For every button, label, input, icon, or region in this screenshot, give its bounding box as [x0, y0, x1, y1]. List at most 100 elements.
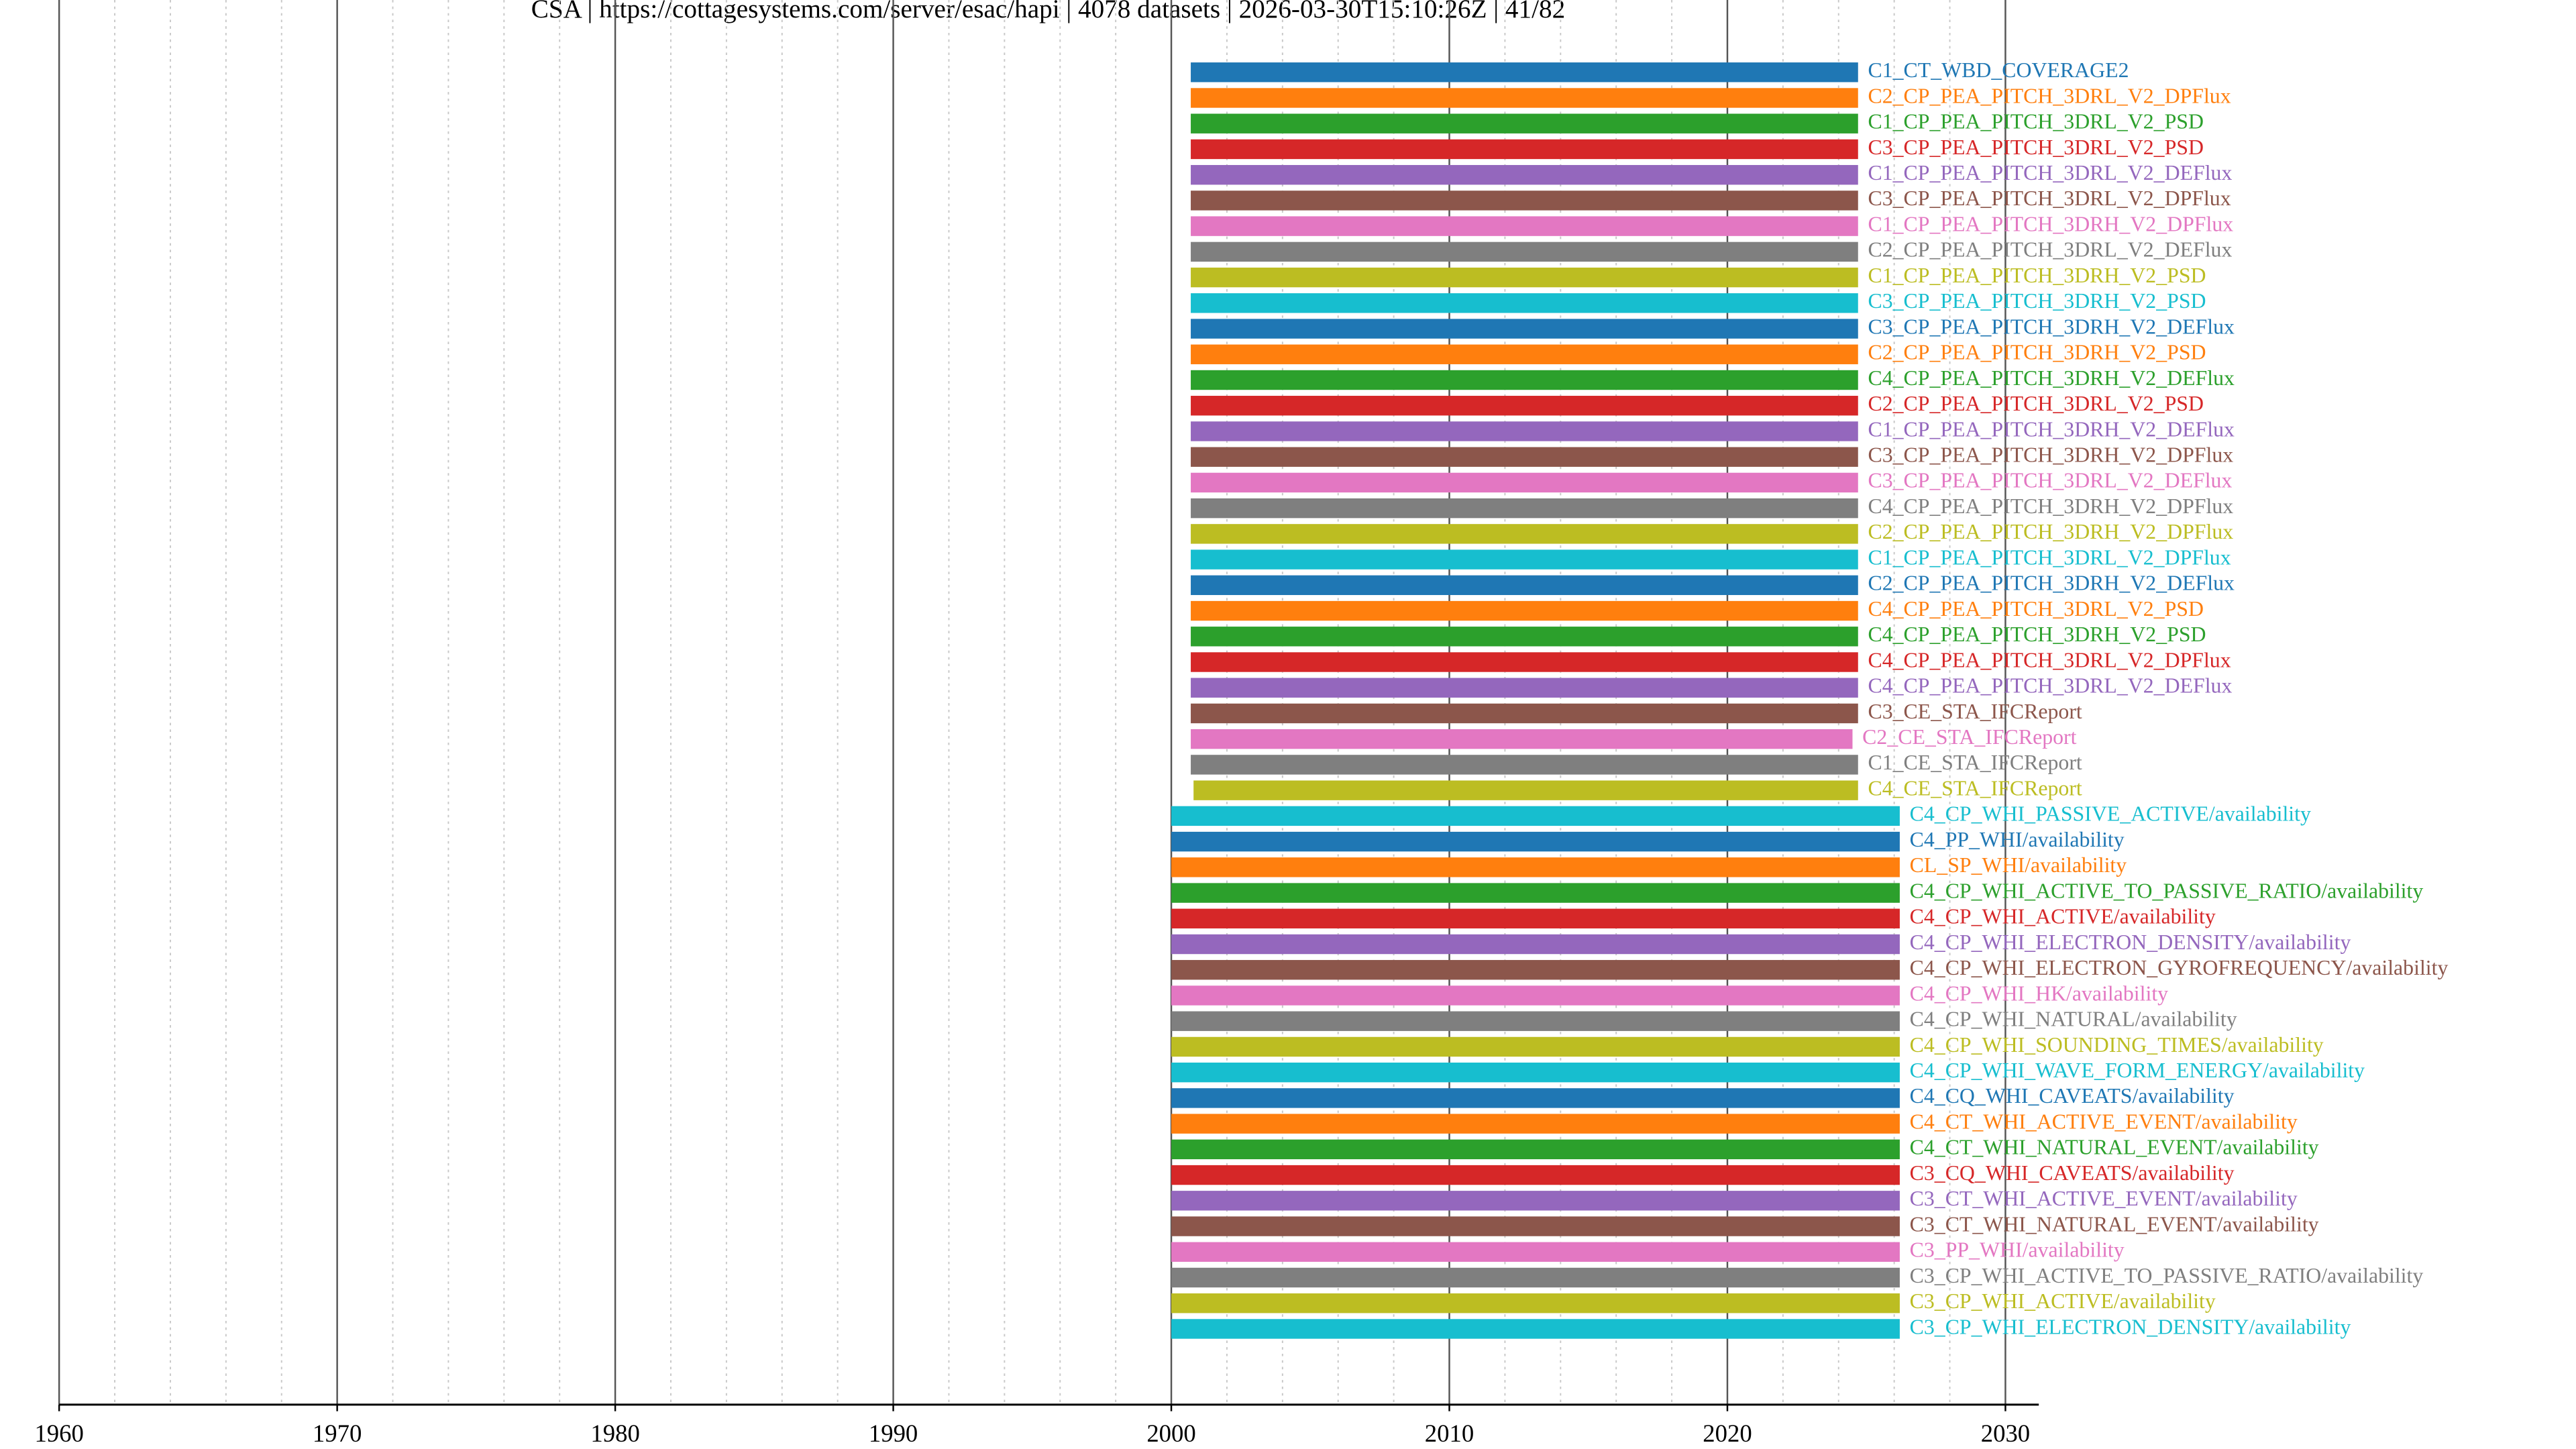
bar — [1171, 1114, 1900, 1134]
bar — [1171, 1036, 1900, 1057]
bar — [1171, 934, 1900, 955]
x-tick-label: 1960 — [34, 1419, 83, 1447]
bar-label: C1_CE_STA_IFCReport — [1868, 751, 2082, 774]
bar-label: C3_CP_PEA_PITCH_3DRH_V2_DPFlux — [1868, 443, 2233, 466]
bar-label: C3_CT_WHI_ACTIVE_EVENT/availability — [1910, 1187, 2298, 1210]
bar-label: C3_CP_PEA_PITCH_3DRH_V2_DEFlux — [1868, 315, 2235, 338]
bar-label: C4_CP_WHI_SOUNDING_TIMES/availability — [1910, 1033, 2324, 1057]
bar — [1191, 191, 1858, 211]
bar-label: C4_CP_WHI_HK/availability — [1910, 981, 2169, 1005]
bar-label: C1_CP_PEA_PITCH_3DRH_V2_DEFlux — [1868, 417, 2235, 441]
bar — [1191, 703, 1858, 724]
x-tick-label: 1970 — [313, 1419, 362, 1447]
bar-label: C4_CT_WHI_ACTIVE_EVENT/availability — [1910, 1110, 2298, 1133]
bar-label: C3_CQ_WHI_CAVEATS/availability — [1910, 1161, 2235, 1185]
x-tick-label: 2020 — [1703, 1419, 1752, 1447]
bar-label: C3_CP_PEA_PITCH_3DRH_V2_PSD — [1868, 289, 2206, 313]
bar-label: C4_CP_WHI_WAVE_FORM_ENERGY/availability — [1910, 1059, 2365, 1082]
bar — [1171, 960, 1900, 980]
bar-label: C3_CP_WHI_ACTIVE_TO_PASSIVE_RATIO/availa… — [1910, 1264, 2424, 1287]
bar-label: C2_CP_PEA_PITCH_3DRH_V2_DEFlux — [1868, 572, 2235, 595]
bar — [1191, 370, 1858, 390]
bar — [1191, 472, 1858, 493]
bar-label: C4_CP_PEA_PITCH_3DRH_V2_DPFlux — [1868, 494, 2233, 518]
chart-title: CSA | https://cottagesystems.com/server/… — [531, 0, 1565, 23]
bar — [1191, 344, 1858, 364]
bar-label: C3_CP_WHI_ELECTRON_DENSITY/availability — [1910, 1315, 2351, 1338]
bar-label: C2_CP_PEA_PITCH_3DRL_V2_PSD — [1868, 392, 2204, 415]
bar-label: C4_CP_PEA_PITCH_3DRL_V2_DPFlux — [1868, 648, 2231, 672]
bar-label: C2_CE_STA_IFCReport — [1862, 725, 2076, 749]
bar — [1191, 627, 1858, 647]
bar-label: C3_CP_PEA_PITCH_3DRL_V2_DPFlux — [1868, 186, 2231, 210]
bar — [1191, 447, 1858, 467]
bar — [1171, 1011, 1900, 1031]
bar-label: C3_CP_PEA_PITCH_3DRL_V2_DEFlux — [1868, 469, 2232, 492]
bar — [1191, 524, 1858, 544]
bar — [1171, 1139, 1900, 1160]
bar — [1191, 139, 1858, 160]
bar-label: C4_CE_STA_IFCReport — [1868, 776, 2082, 800]
bar — [1171, 1267, 1900, 1288]
bar — [1171, 908, 1900, 928]
bar — [1191, 678, 1858, 698]
bar-label: C3_CE_STA_IFCReport — [1868, 700, 2082, 723]
bar-label: C4_CP_WHI_PASSIVE_ACTIVE/availability — [1910, 802, 2311, 826]
bar-label: C4_CP_WHI_ACTIVE/availability — [1910, 905, 2216, 928]
bar — [1191, 498, 1858, 519]
bar — [1191, 319, 1858, 339]
bar — [1191, 88, 1858, 108]
bar — [1171, 1088, 1900, 1108]
bar-label: C4_CP_PEA_PITCH_3DRH_V2_PSD — [1868, 623, 2206, 646]
bar — [1171, 831, 1900, 852]
bar — [1171, 806, 1900, 826]
bar-label: C1_CP_PEA_PITCH_3DRH_V2_DPFlux — [1868, 212, 2233, 235]
bar — [1171, 1216, 1900, 1236]
bar-label: C1_CT_WBD_COVERAGE2 — [1868, 58, 2129, 82]
bar — [1191, 62, 1858, 83]
bar-label: C4_CP_WHI_NATURAL/availability — [1910, 1008, 2237, 1031]
bar-label: C4_PP_WHI/availability — [1910, 828, 2125, 851]
bar-label: C4_CQ_WHI_CAVEATS/availability — [1910, 1084, 2235, 1108]
bar — [1191, 113, 1858, 133]
x-tick-label: 2000 — [1146, 1419, 1195, 1447]
bar-label: C1_CP_PEA_PITCH_3DRL_V2_DPFlux — [1868, 545, 2231, 569]
bar-label: C1_CP_PEA_PITCH_3DRL_V2_DEFlux — [1868, 161, 2232, 184]
bar — [1191, 267, 1858, 288]
bar-label: C4_CP_WHI_ELECTRON_DENSITY/availability — [1910, 930, 2351, 954]
bar-label: C4_CT_WHI_NATURAL_EVENT/availability — [1910, 1136, 2319, 1159]
bar — [1191, 652, 1858, 672]
x-tick-label: 2030 — [1981, 1419, 2030, 1447]
bar-label: C4_CP_WHI_ELECTRON_GYROFREQUENCY/availab… — [1910, 956, 2449, 979]
x-tick-label: 1980 — [590, 1419, 639, 1447]
bar — [1191, 241, 1858, 262]
bar — [1171, 1319, 1900, 1339]
bar-label: C4_CP_PEA_PITCH_3DRL_V2_PSD — [1868, 597, 2204, 621]
bar-label: C2_CP_PEA_PITCH_3DRL_V2_DPFlux — [1868, 84, 2231, 107]
bar — [1171, 1165, 1900, 1185]
bar — [1191, 164, 1858, 185]
bar — [1191, 216, 1858, 236]
bar — [1191, 729, 1853, 749]
bar-label: C2_CP_PEA_PITCH_3DRH_V2_PSD — [1868, 341, 2206, 364]
bar — [1193, 780, 1858, 800]
bar-label: C4_CP_PEA_PITCH_3DRH_V2_DEFlux — [1868, 366, 2235, 390]
bar-label: C2_CP_PEA_PITCH_3DRL_V2_DEFlux — [1868, 238, 2232, 262]
bar — [1171, 883, 1900, 903]
bar-label: C3_CP_WHI_ACTIVE/availability — [1910, 1289, 2216, 1313]
bar-label: C4_CP_PEA_PITCH_3DRL_V2_DEFlux — [1868, 674, 2232, 698]
bar-label: C3_CT_WHI_NATURAL_EVENT/availability — [1910, 1212, 2319, 1236]
bar-label: C1_CP_PEA_PITCH_3DRH_V2_PSD — [1868, 264, 2206, 287]
bar — [1171, 1242, 1900, 1262]
bar — [1191, 755, 1858, 775]
bar — [1171, 1293, 1900, 1313]
bar — [1171, 857, 1900, 877]
bar — [1191, 549, 1858, 570]
bar — [1191, 575, 1858, 596]
bar-label: CL_SP_WHI/availability — [1910, 853, 2127, 877]
x-tick-label: 1990 — [869, 1419, 918, 1447]
bar — [1171, 1191, 1900, 1211]
bar — [1191, 293, 1858, 313]
